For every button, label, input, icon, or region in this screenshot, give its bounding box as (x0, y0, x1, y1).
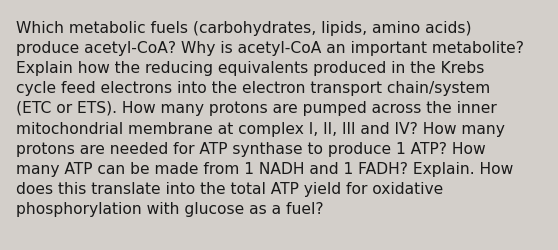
Text: Which metabolic fuels (carbohydrates, lipids, amino acids)
produce acetyl-CoA? W: Which metabolic fuels (carbohydrates, li… (16, 21, 523, 216)
